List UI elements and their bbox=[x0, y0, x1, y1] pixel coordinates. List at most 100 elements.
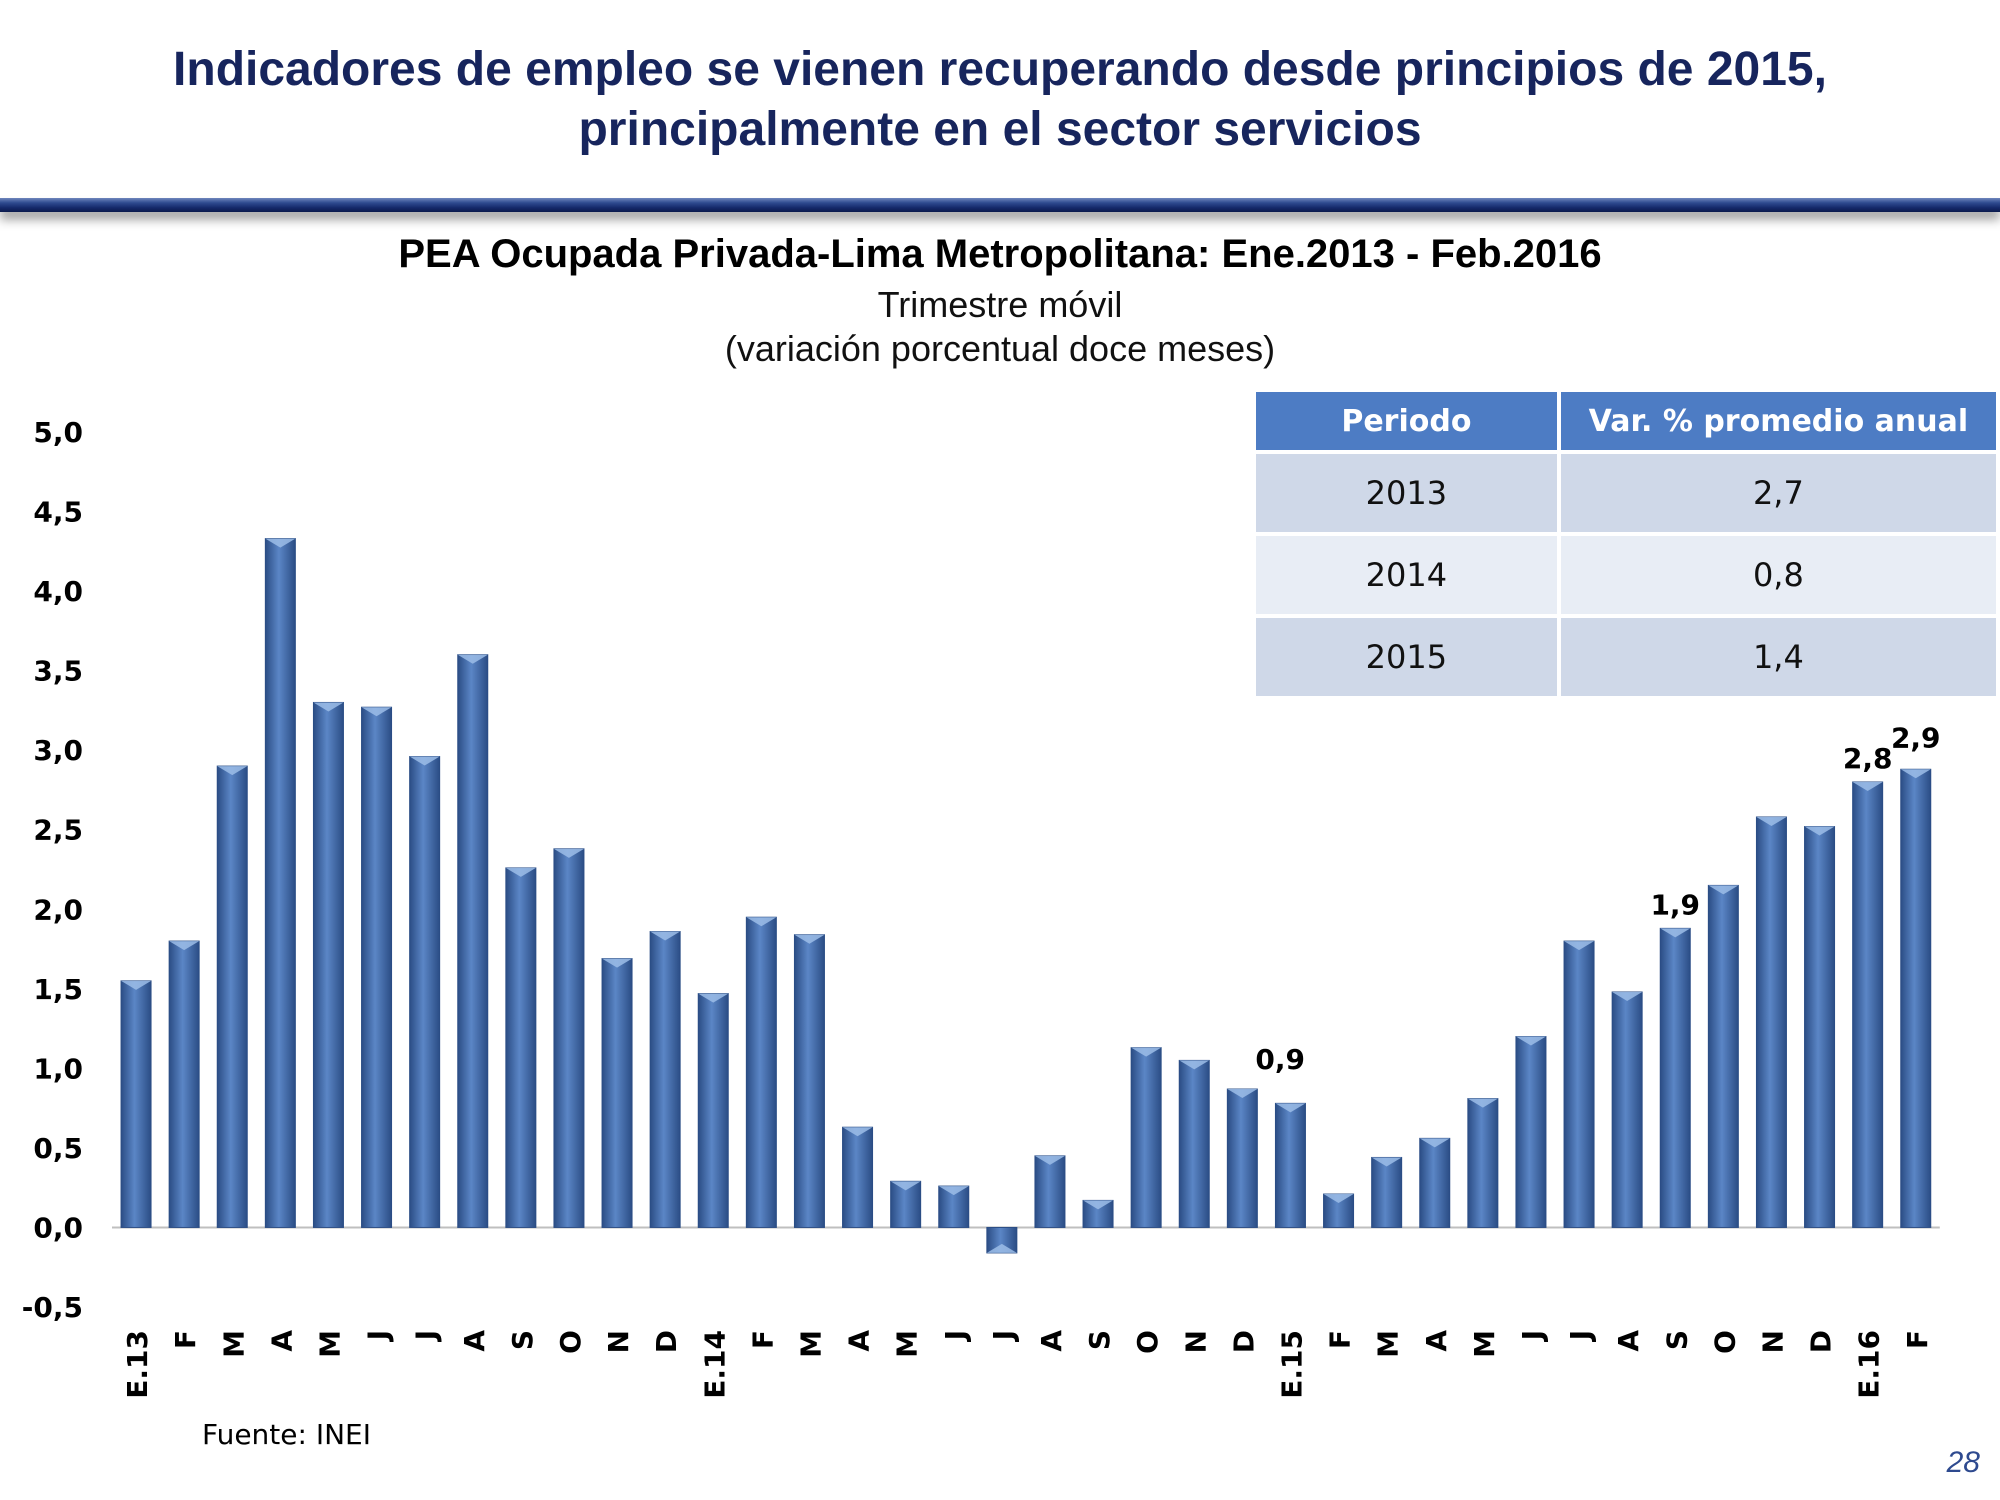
x-axis: E.13 F M A M J J A S O N D E.14 F M A M J J A S O N D E.15 F M A M J J… bbox=[121, 1330, 1934, 1399]
x-tick-label: D bbox=[1805, 1330, 1838, 1353]
data-labels: 0,9 1,9 2,82,9 bbox=[1255, 721, 1940, 1076]
chart-subtitle-line2: (variación porcentual doce meses) bbox=[724, 328, 1276, 369]
bar-cap bbox=[409, 756, 440, 766]
bar bbox=[1804, 826, 1836, 1228]
x-tick-label: J bbox=[362, 1330, 395, 1342]
x-tick-label: E.14 bbox=[698, 1330, 731, 1399]
bar bbox=[1034, 1155, 1066, 1228]
bar bbox=[1371, 1156, 1403, 1228]
x-tick-label: J bbox=[987, 1330, 1020, 1342]
x-tick-label: E.15 bbox=[1275, 1330, 1308, 1399]
bar-cap bbox=[1371, 1157, 1402, 1167]
x-tick-label: F bbox=[1901, 1330, 1934, 1349]
chart-title: PEA Ocupada Privada-Lima Metropolitana: … bbox=[398, 232, 1602, 276]
x-tick-label: J bbox=[1564, 1330, 1597, 1342]
bar bbox=[1852, 781, 1884, 1228]
summary-table-header: Periodo Var. % promedio anual bbox=[1256, 392, 1996, 450]
summary-table: Periodo Var. % promedio anual 2013 2,7 2… bbox=[1252, 388, 2000, 700]
data-label: 2,9 bbox=[1891, 721, 1941, 754]
x-tick-label: S bbox=[1083, 1330, 1116, 1350]
bar bbox=[601, 958, 633, 1228]
x-tick-label: A bbox=[1420, 1330, 1453, 1352]
data-label: 1,9 bbox=[1650, 888, 1700, 921]
x-tick-label: S bbox=[506, 1330, 539, 1350]
bars bbox=[112, 538, 1940, 1254]
bar bbox=[1611, 991, 1643, 1228]
x-tick-label: O bbox=[554, 1330, 587, 1354]
bar-cap bbox=[1083, 1200, 1114, 1210]
x-tick-label: M bbox=[1372, 1330, 1405, 1358]
bar-cap bbox=[553, 848, 584, 858]
bar-cap bbox=[1564, 941, 1595, 951]
bar-cap bbox=[938, 1186, 969, 1196]
bar bbox=[457, 654, 489, 1228]
bar-cap bbox=[121, 980, 152, 990]
x-tick-label: A bbox=[1035, 1330, 1068, 1352]
bar-cap bbox=[1756, 817, 1787, 826]
x-tick-label: A bbox=[265, 1330, 298, 1352]
bar-cap bbox=[1323, 1194, 1354, 1204]
bar-cap bbox=[1612, 992, 1643, 1001]
cell-value: 1,4 bbox=[1560, 618, 1996, 696]
x-tick-label: E.16 bbox=[1853, 1330, 1886, 1399]
bar bbox=[409, 756, 441, 1228]
x-tick-label: D bbox=[1227, 1330, 1260, 1353]
table-row: 2014 0,8 bbox=[1256, 536, 1996, 614]
bar-cap bbox=[1804, 826, 1835, 836]
x-tick-label: J bbox=[410, 1330, 443, 1342]
bar-cap bbox=[602, 958, 633, 968]
bar-cap bbox=[1852, 782, 1883, 791]
bar bbox=[1755, 816, 1787, 1228]
bar-cap bbox=[1467, 1098, 1498, 1108]
slide-title-line1: Indicadores de empleo se vienen recupera… bbox=[173, 43, 1827, 96]
bar-cap bbox=[986, 1243, 1017, 1253]
bar bbox=[649, 931, 681, 1228]
y-tick-label: 0,0 bbox=[33, 1211, 83, 1244]
slide-title: Indicadores de empleo se vienen recupera… bbox=[0, 40, 2000, 160]
x-tick-label: O bbox=[1708, 1330, 1741, 1354]
bar-cap bbox=[650, 931, 681, 941]
slide-title-line2: principalmente en el sector servicios bbox=[578, 103, 1422, 156]
bar-cap bbox=[842, 1127, 873, 1137]
bar-cap bbox=[794, 934, 825, 944]
x-tick-label: N bbox=[602, 1330, 635, 1353]
bar-cap bbox=[1419, 1138, 1450, 1148]
y-tick-label: 3,5 bbox=[33, 655, 83, 688]
bar-cap bbox=[457, 654, 488, 664]
x-tick-label: D bbox=[650, 1330, 683, 1353]
x-tick-label: J bbox=[939, 1330, 972, 1342]
bar bbox=[505, 867, 537, 1228]
y-tick-label: 1,5 bbox=[33, 973, 83, 1006]
y-tick-label: -0,5 bbox=[22, 1291, 83, 1324]
bar-cap bbox=[1708, 885, 1739, 895]
header-variation: Var. % promedio anual bbox=[1560, 392, 1996, 450]
bar bbox=[1515, 1036, 1547, 1228]
table-row: 2015 1,4 bbox=[1256, 618, 1996, 696]
bar bbox=[264, 538, 296, 1228]
bar-cap bbox=[1131, 1047, 1162, 1057]
x-tick-label: J bbox=[1516, 1330, 1549, 1342]
source-note: Fuente: INEI bbox=[202, 1418, 371, 1451]
y-tick-label: 2,0 bbox=[33, 893, 83, 926]
cell-period: 2013 bbox=[1256, 454, 1557, 532]
x-tick-label: N bbox=[1756, 1330, 1789, 1353]
x-tick-label: M bbox=[1468, 1330, 1501, 1358]
bar bbox=[1178, 1059, 1210, 1228]
header-period: Periodo bbox=[1256, 392, 1557, 450]
bar-cap bbox=[361, 707, 392, 717]
x-tick-label: M bbox=[891, 1330, 924, 1358]
y-axis: 5,0 4,5 4,0 3,5 3,0 2,5 2,0 1,5 1,0 0,5 0,0 -0,5 bbox=[22, 416, 83, 1324]
bar-cap bbox=[1900, 769, 1931, 779]
bar-cap bbox=[313, 702, 344, 712]
bar-cap bbox=[265, 538, 296, 548]
bar bbox=[842, 1126, 874, 1228]
x-tick-label: N bbox=[1179, 1330, 1212, 1353]
bar bbox=[793, 934, 825, 1228]
bar bbox=[1900, 768, 1932, 1228]
bar bbox=[168, 940, 200, 1228]
bar bbox=[216, 765, 248, 1228]
x-tick-label: F bbox=[1324, 1330, 1357, 1349]
bar bbox=[745, 916, 777, 1228]
bar bbox=[1274, 1102, 1306, 1228]
